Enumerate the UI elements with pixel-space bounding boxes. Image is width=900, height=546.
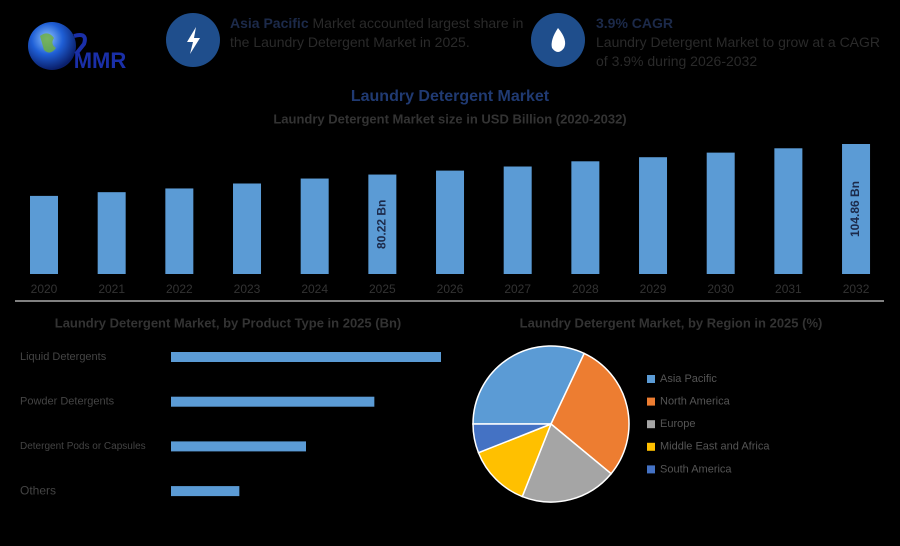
x-tick-label: 2031 — [775, 282, 802, 296]
bar — [639, 157, 668, 274]
bar — [503, 166, 532, 274]
legend-swatch — [647, 442, 655, 451]
x-tick-label: 2028 — [572, 282, 599, 296]
category-label: Detergent Pods or Capsules — [20, 441, 146, 452]
legend-label: North America — [660, 396, 731, 408]
x-tick-label: 2030 — [707, 282, 734, 296]
x-tick-label: 2025 — [369, 282, 396, 296]
legend-swatch — [647, 397, 655, 406]
x-tick-label: 2027 — [504, 282, 531, 296]
info-text: Market accounted largest share in the La… — [230, 15, 524, 50]
bar — [571, 161, 600, 274]
pie-slice — [472, 423, 552, 454]
growth-icon — [551, 28, 566, 52]
legend-swatch — [647, 465, 655, 474]
bar — [300, 178, 329, 274]
bar — [171, 396, 375, 407]
logo: MMR — [28, 22, 126, 73]
value-label: 104.86 Bn — [848, 181, 862, 237]
info-highlight: Asia Pacific — [230, 15, 309, 31]
pie-slice — [521, 422, 613, 503]
bar — [368, 174, 397, 274]
legend-label: Asia Pacific — [660, 373, 717, 385]
x-tick-label: 2020 — [31, 282, 58, 296]
legend-swatch — [647, 420, 655, 429]
category-label: Liquid Detergents — [20, 351, 107, 363]
info-text: Laundry Detergent Market to grow at a CA… — [596, 34, 881, 69]
bar — [171, 352, 441, 362]
category-label: Others — [20, 483, 56, 497]
info-box: 3.9% CAGR Laundry Detergent Market to gr… — [596, 14, 888, 71]
value-label: 80.22 Bn — [375, 200, 389, 249]
legend-label: South America — [660, 463, 732, 475]
chart-title: Laundry Detergent Market, by Region in 2… — [520, 315, 823, 330]
legend-label: Middle East and Africa — [660, 441, 770, 453]
bar — [171, 486, 240, 497]
chart-subtitle: Laundry Detergent Market size in USD Bil… — [273, 111, 626, 126]
bar — [436, 170, 465, 274]
legend-label: Europe — [660, 418, 695, 430]
x-tick-label: 2026 — [437, 282, 464, 296]
bar — [30, 195, 58, 274]
category-label: Powder Detergents — [20, 396, 115, 408]
x-tick-label: 2021 — [98, 282, 125, 296]
x-tick-label: 2029 — [640, 282, 667, 296]
pie-slice — [477, 422, 553, 498]
x-tick-label: 2022 — [166, 282, 193, 296]
bar — [233, 183, 262, 274]
x-tick-label: 2023 — [234, 282, 261, 296]
x-tick-label: 2032 — [843, 282, 870, 296]
x-tick-label: 2024 — [301, 282, 328, 296]
bar — [97, 192, 126, 274]
chart-title: Laundry Detergent Market — [351, 88, 550, 105]
bar — [165, 188, 194, 274]
info-highlight: 3.9% CAGR — [596, 15, 674, 31]
bar — [171, 441, 306, 452]
bar — [706, 152, 735, 274]
bolt-icon — [187, 27, 200, 54]
pie-slice — [472, 345, 586, 425]
pie-slice — [550, 352, 630, 475]
legend-swatch — [647, 375, 655, 383]
bar — [774, 148, 803, 274]
chart-title: Laundry Detergent Market, by Product Typ… — [55, 315, 402, 330]
info-box: Asia Pacific Market accounted largest sh… — [230, 14, 525, 52]
bar — [842, 144, 871, 274]
logo-text: MMR — [74, 48, 127, 73]
